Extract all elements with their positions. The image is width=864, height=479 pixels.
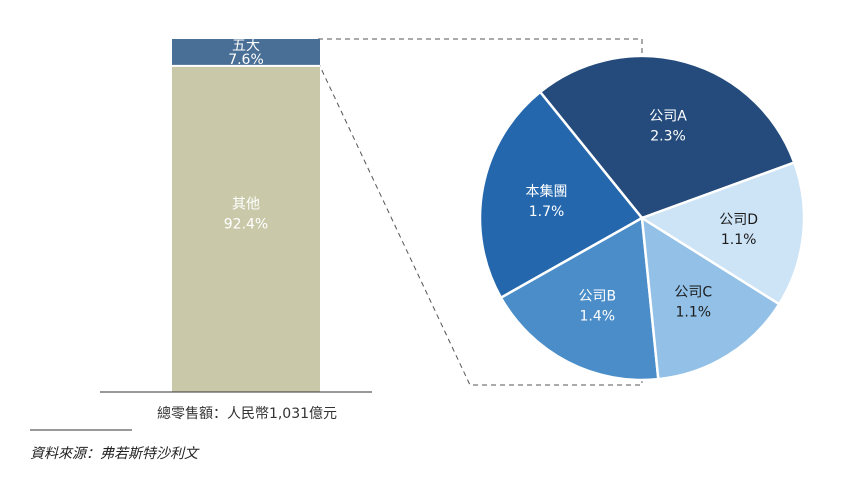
pie-slice-3 [499, 215, 660, 382]
pie-label-value: 1.1% [675, 305, 711, 321]
pie-label-name: 本集團 [526, 183, 568, 200]
pie-label-name: 公司A [649, 108, 687, 124]
bar-label-others-value: 92.4% [224, 217, 268, 233]
bar-label-top-five-value: 7.6% [228, 52, 264, 68]
pie-chart: 公司A 2.3% 本集團 1.7% 公司B 1.4% 公司C 1.1% 公司D 1.1% [478, 54, 806, 382]
pie-slice-1 [538, 54, 796, 220]
pie-label-value: 1.4% [580, 308, 616, 324]
bar-segment-top-five [172, 39, 320, 66]
pie-label-value: 1.1% [721, 232, 757, 248]
pie-slice-5 [639, 160, 806, 306]
pie-label-value: 2.3% [650, 128, 686, 144]
x-axis-label: 總零售額：人民幣1,031億元 [157, 405, 337, 422]
pie-label-name: 公司D [719, 212, 758, 228]
pie-slice-4 [640, 215, 781, 381]
stacked-bar: 其他 92.4% 五大 7.6% [172, 38, 320, 392]
bar-label-top-five-name: 五大 [232, 38, 260, 54]
bar-label-others-name: 其他 [232, 197, 260, 213]
pie-slice-2 [478, 90, 644, 300]
pie-label-value: 1.7% [529, 204, 565, 220]
bar-segment-others [172, 65, 320, 392]
source-note: 資料來源：弗若斯特沙利文 [30, 446, 200, 462]
pie-label-name: 公司C [674, 285, 712, 301]
pie-label-name: 公司B [579, 288, 617, 304]
